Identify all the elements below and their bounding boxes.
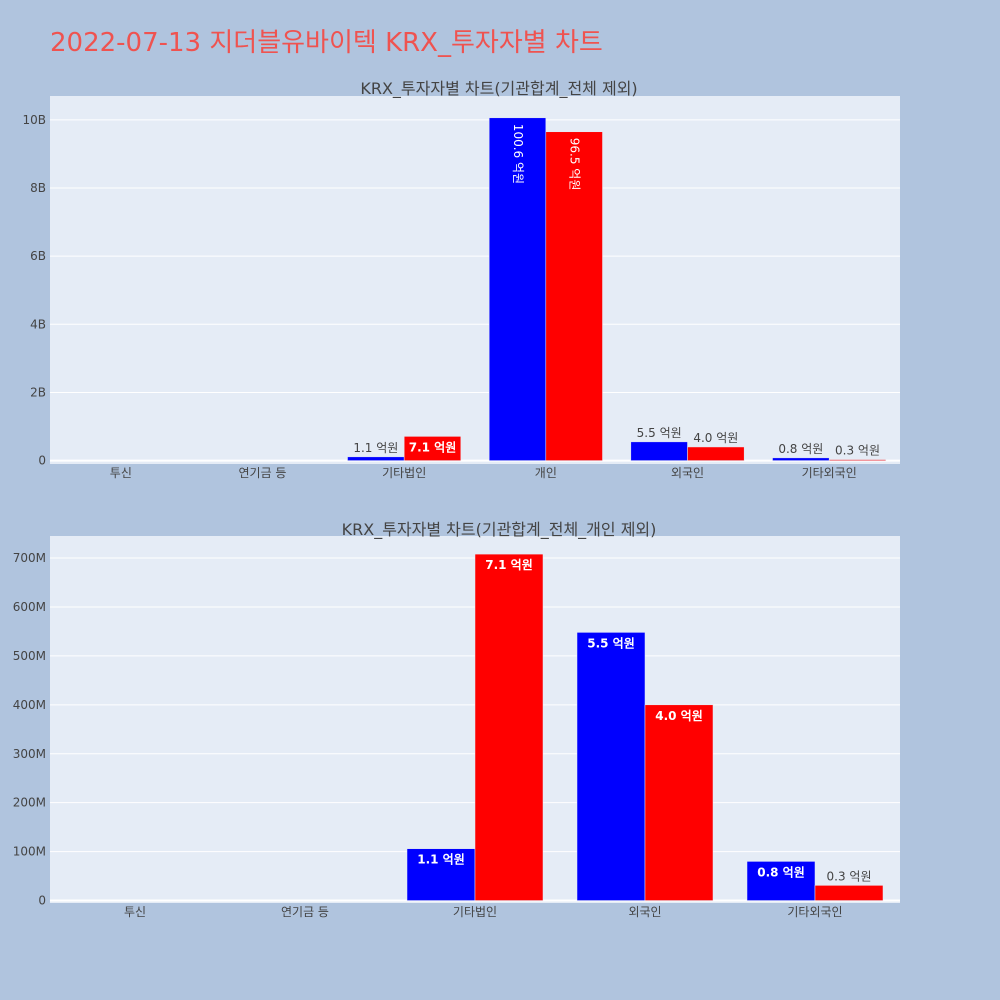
- bar-1-s1[interactable]: [488, 117, 547, 461]
- chart-title-2: KRX_투자자별 차트(기관합계_전체_개인 제외): [342, 520, 657, 540]
- y-tick-label: 2B: [30, 385, 46, 399]
- y-tick-label: 700M: [13, 551, 46, 565]
- y-tick-label: 0: [38, 454, 46, 468]
- x-tick-label: 개인: [535, 466, 557, 480]
- bar-value-label: 0.8 억원: [778, 442, 823, 456]
- y-tick-label: 8B: [30, 181, 46, 195]
- bar-value-label: 7.1 억원: [409, 440, 457, 454]
- chart-title-1: KRX_투자자별 차트(기관합계_전체 제외): [360, 79, 637, 99]
- bar-value-label: 100.6 억원: [511, 124, 525, 184]
- x-tick-label: 기타외국인: [802, 466, 857, 480]
- bar-1-s1[interactable]: [772, 457, 830, 461]
- bar-value-label: 4.0 억원: [693, 431, 738, 445]
- x-tick-label: 연기금 등: [281, 905, 329, 919]
- page-title: 2022-07-13 지더블유바이텍 KRX_투자자별 차트: [50, 28, 603, 58]
- bar-2-s2[interactable]: [644, 704, 714, 901]
- y-tick-label: 200M: [13, 796, 46, 810]
- bar-value-label: 1.1 억원: [353, 441, 398, 455]
- y-tick-label: 600M: [13, 600, 46, 614]
- y-tick-label: 10B: [22, 113, 46, 127]
- bar-1-s2[interactable]: [403, 436, 462, 461]
- bar-1-s2[interactable]: [545, 131, 603, 461]
- bar-value-label: 5.5 억원: [587, 636, 635, 650]
- bar-value-label: 7.1 억원: [485, 558, 533, 572]
- y-tick-label: 100M: [13, 845, 46, 859]
- y-tick-label: 0: [38, 894, 46, 908]
- bar-2-s1[interactable]: [406, 848, 476, 901]
- bar-value-label: 4.0 억원: [655, 709, 703, 723]
- plot-area-1: [50, 96, 900, 464]
- x-tick-label: 기타법인: [453, 905, 497, 919]
- bar-value-label: 1.1 억원: [417, 853, 465, 867]
- x-tick-label: 기타외국인: [787, 905, 842, 919]
- x-tick-label: 투신: [124, 905, 146, 919]
- bar-1-s2[interactable]: [828, 459, 887, 461]
- bar-value-label: 96.5 억원: [568, 138, 582, 191]
- bar-2-s1[interactable]: [576, 632, 646, 901]
- bar-value-label: 0.3 억원: [835, 444, 880, 458]
- bar-2-s2[interactable]: [814, 885, 884, 901]
- x-tick-label: 외국인: [671, 466, 704, 480]
- y-tick-label: 6B: [30, 249, 46, 263]
- bar-1-s1[interactable]: [630, 441, 688, 461]
- y-tick-label: 500M: [13, 649, 46, 663]
- bar-1-s2[interactable]: [687, 446, 745, 461]
- bar-value-label: 5.5 억원: [637, 426, 682, 440]
- bar-value-label: 0.3 억원: [827, 869, 872, 883]
- y-tick-label: 300M: [13, 747, 46, 761]
- bar-2-s1[interactable]: [746, 861, 816, 901]
- y-tick-label: 400M: [13, 698, 46, 712]
- y-tick-label: 4B: [30, 317, 46, 331]
- x-tick-label: 외국인: [628, 905, 661, 919]
- x-tick-label: 기타법인: [382, 466, 426, 480]
- bar-value-label: 0.8 억원: [757, 865, 805, 879]
- bar-1-s1[interactable]: [347, 456, 405, 461]
- x-tick-label: 투신: [110, 466, 132, 480]
- x-tick-label: 연기금 등: [239, 466, 287, 480]
- bar-2-s2[interactable]: [474, 553, 544, 901]
